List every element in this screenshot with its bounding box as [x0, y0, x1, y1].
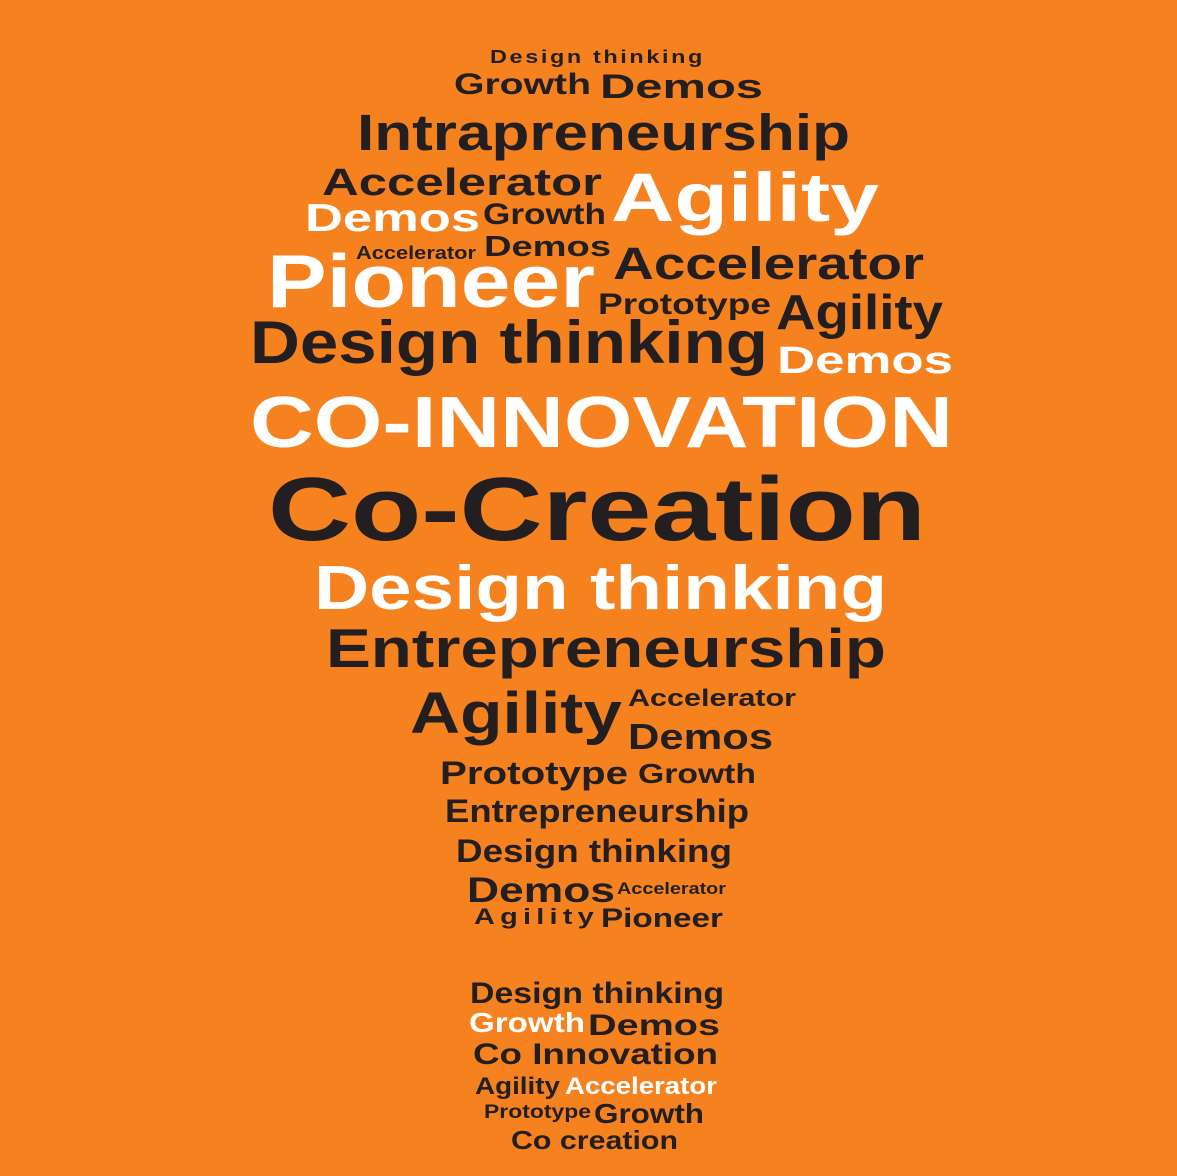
word-design-thinking-3: Design thinking — [314, 554, 888, 623]
word-demos-4: Demos — [777, 340, 953, 382]
word-agility-4: Agility — [474, 904, 600, 929]
word-prototype-3: Prototype — [484, 1102, 592, 1123]
word-design-thinking-5: Design thinking — [470, 977, 725, 1010]
word-design-thinking-2: Design thinking — [250, 309, 768, 376]
word-accelerator-4: Accelerator — [628, 685, 797, 712]
word-design-thinking-4: Design thinking — [456, 833, 732, 869]
word-prototype-1: Prototype — [598, 288, 772, 321]
word-co-creation-lower: Co creation — [511, 1125, 679, 1155]
word-design-thinking-1: Design thinking — [490, 47, 705, 67]
word-growth-3: Growth — [638, 758, 757, 789]
word-accelerator-3: Accelerator — [613, 238, 925, 289]
word-co-creation: Co-Creation — [268, 460, 927, 560]
word-co-innovation-caps: CO-INNOVATION — [250, 383, 953, 463]
word-prototype-2: Prototype — [440, 755, 628, 791]
word-agility-5: Agility — [475, 1073, 560, 1100]
word-growth-4: Growth — [469, 1007, 586, 1038]
word-accelerator-2: Accelerator — [356, 243, 477, 263]
word-entrepreneurship-2: Entrepreneurship — [445, 793, 750, 829]
word-growth-1: Growth — [454, 68, 592, 101]
word-accelerator-1: Accelerator — [322, 162, 602, 204]
word-demos-1: Demos — [600, 68, 763, 106]
word-co-innovation: Co Innovation — [473, 1038, 719, 1071]
word-demos-3: Demos — [484, 231, 612, 263]
word-agility-2: Agility — [776, 286, 943, 340]
word-demos-2: Demos — [305, 197, 481, 240]
word-accelerator-5: Accelerator — [617, 879, 727, 898]
word-demos-7: Demos — [588, 1009, 721, 1042]
word-accelerator-6: Accelerator — [565, 1073, 717, 1100]
word-pioneer-1: Pioneer — [267, 239, 596, 323]
word-agility-1: Agility — [611, 159, 880, 236]
word-demos-5: Demos — [628, 716, 774, 757]
word-growth-5: Growth — [594, 1098, 704, 1129]
word-pioneer-2: Pioneer — [601, 903, 723, 933]
word-intrapreneurship: Intrapreneurship — [357, 104, 850, 161]
word-demos-6: Demos — [467, 871, 615, 910]
word-agility-3: Agility — [410, 681, 623, 746]
word-entrepreneurship-1: Entrepreneurship — [326, 617, 886, 679]
word-growth-2: Growth — [483, 198, 606, 231]
